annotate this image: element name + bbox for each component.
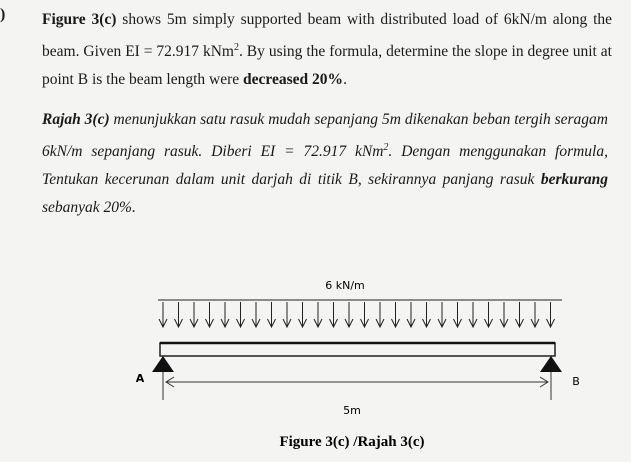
load-arrow [422, 302, 431, 329]
load-arrow [313, 302, 323, 329]
support-b-label: B [572, 375, 580, 388]
support-a-label: A [136, 372, 145, 385]
load-label: 6 kN/m [325, 279, 365, 292]
text-run: Rajah 3(c) [42, 111, 110, 128]
text-run: shows 5m simply supported beam with dist… [42, 11, 613, 61]
load-arrow [515, 302, 524, 329]
paragraph-malay: Rajah 3(c) menunjukkan satu rasuk mudah … [42, 106, 608, 222]
superscript: 2 [383, 142, 389, 153]
length-label: 5m [343, 404, 361, 417]
load-arrow [174, 302, 183, 329]
text-run: . By using the formula, determine the sl… [42, 43, 612, 89]
load-arrow [484, 302, 493, 329]
text-run: menunjukkan satu rasuk mudah sepanjang 5… [42, 111, 609, 161]
load-arrow [360, 302, 369, 329]
load-arrow [158, 302, 168, 329]
load-arrow [437, 302, 447, 329]
load-arrow [251, 302, 261, 329]
load-arrow [344, 302, 354, 329]
load-arrow [406, 302, 416, 329]
load-arrow [546, 302, 555, 329]
load-arrow [391, 302, 400, 329]
load-arrow [220, 302, 230, 329]
load-arrow [375, 302, 385, 329]
load-arrow [298, 302, 307, 329]
load-arrow [189, 302, 199, 329]
text-run: berkurang [540, 171, 608, 189]
caption: Figure 3(c) /Rajah 3(c) [279, 434, 424, 450]
load-arrow [236, 302, 245, 329]
load-arrow [453, 302, 462, 329]
text-run: decreased 20% [243, 71, 344, 89]
load-arrow [329, 302, 338, 329]
superscript: 2 [234, 42, 239, 53]
support-b-shape [540, 356, 562, 372]
load-arrow [205, 302, 214, 329]
question-marker: ) [0, 6, 6, 23]
text-run: . [343, 71, 347, 89]
load-arrow [468, 302, 478, 329]
dim-arrow [539, 376, 549, 388]
load-arrow [530, 302, 540, 329]
text-run: sebanyak 20%. [42, 199, 136, 217]
text-run: . Dengan menggunakan formula, Tentukan k… [42, 143, 608, 189]
support-a-shape [152, 356, 174, 372]
text-run: Figure 3(c) [42, 11, 117, 28]
dim-arrow [165, 376, 175, 388]
paragraph-english: Figure 3(c) shows 5m simply supported be… [42, 6, 612, 94]
load-arrow [499, 302, 509, 329]
beam [159, 342, 556, 357]
distributed-load [158, 302, 555, 329]
load-arrow [282, 302, 292, 329]
load-arrow [267, 302, 276, 329]
